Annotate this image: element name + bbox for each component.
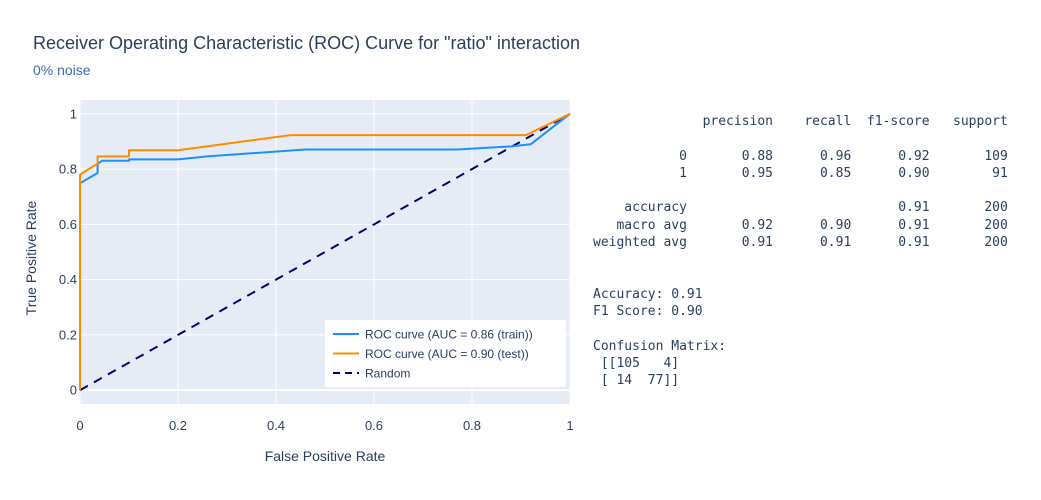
legend-item-label[interactable]: ROC curve (AUC = 0.90 (test)) — [365, 347, 529, 361]
x-tick-label: 0.6 — [365, 418, 383, 433]
legend[interactable]: ROC curve (AUC = 0.86 (train)) ROC curve … — [325, 320, 566, 387]
legend-item-label[interactable]: Random — [365, 367, 410, 381]
x-tick-label: 0.8 — [463, 418, 481, 433]
legend-box — [325, 320, 566, 387]
series-line-0 — [79, 113, 571, 391]
y-tick-label: 1 — [70, 106, 77, 121]
y-tick-labels: 0 0.2 0.4 0.6 0.8 1 — [59, 106, 77, 397]
series-line-1 — [79, 112, 571, 391]
y-tick-label: 0 — [70, 383, 77, 398]
y-tick-label: 0.2 — [59, 327, 77, 342]
y-tick-label: 0.4 — [59, 272, 77, 287]
chart-subtitle: 0% noise — [33, 62, 91, 78]
series-line-2 — [79, 112, 571, 392]
x-tick-label: 0.2 — [169, 418, 187, 433]
x-tick-labels: 0 0.2 0.4 0.6 0.8 1 — [76, 418, 573, 433]
x-tick-label: 1 — [566, 418, 573, 433]
x-tick-label: 0.4 — [267, 418, 285, 433]
x-tick-label: 0 — [76, 418, 83, 433]
legend-item-label[interactable]: ROC curve (AUC = 0.86 (train)) — [365, 328, 533, 342]
y-tick-label: 0.8 — [59, 162, 77, 177]
x-axis-label: False Positive Rate — [265, 448, 386, 464]
y-tick-label: 0.6 — [59, 217, 77, 232]
chart-title: Receiver Operating Characteristic (ROC) … — [33, 33, 580, 53]
y-axis-label: True Positive Rate — [23, 200, 39, 315]
classification-report: precision recall f1-score support 0 0.88… — [593, 114, 1008, 389]
series-lines — [79, 112, 571, 392]
